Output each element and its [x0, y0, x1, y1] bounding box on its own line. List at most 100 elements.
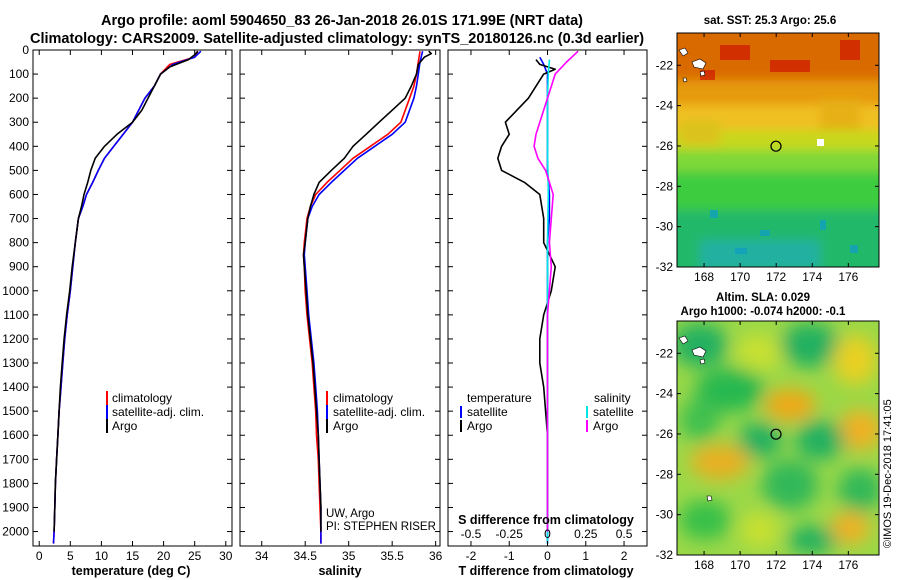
sla-map-title-line1: Altim. SLA: 0.029 [716, 292, 810, 304]
salinity-legend: climatology satellite-adj. clim. Argo [326, 391, 425, 433]
x-tick-label: -2 [466, 549, 477, 563]
map-x-tick-label: 168 [694, 558, 714, 572]
temperature-panel: 0 5 10 15 20 25 30 0 100 200 300 400 500 600 700 800 90… [2, 43, 232, 578]
sst-field [677, 33, 879, 267]
x-tick-label: 35 [342, 549, 356, 563]
y-tick-label: 1400 [2, 380, 29, 394]
s-x-tick-label: -0.5 [461, 527, 482, 541]
x-tick-label: -1 [504, 549, 515, 563]
x-tick-label: 2 [621, 549, 628, 563]
map-y-tick-label: -30 [656, 220, 674, 234]
salinity-x-label: salinity [318, 564, 361, 578]
salinity-panel: 34 34.5 35 35.5 36 salinity climatology sate… [239, 49, 443, 578]
float-institution: UW, Argo [326, 508, 375, 520]
map-y-tick-label: -32 [656, 260, 674, 274]
s-difference-x-label: S difference from climatology [458, 513, 634, 527]
y-tick-label: 500 [9, 163, 29, 177]
legend-label-argo: Argo [333, 419, 359, 433]
y-tick-label: 0 [22, 43, 29, 57]
legend-label-satellite-adj: satellite-adj. clim. [112, 405, 204, 419]
y-tick-label: 400 [9, 139, 29, 153]
legend-label-t-argo: Argo [467, 419, 493, 433]
legend-label-t-satellite: satellite [467, 405, 508, 419]
sla-map-frame [676, 320, 880, 556]
y-tick-label: 900 [9, 260, 29, 274]
y-tick-label: 1500 [2, 404, 29, 418]
difference-panel: -2 -1 0 1 2 -0.5 -0.25 0 0.25 0.5 T difference f… [447, 49, 648, 578]
s-x-tick-label: 0 [544, 527, 551, 541]
s-x-tick-label: 0.5 [616, 527, 633, 541]
sst-map-title: sat. SST: 25.3 Argo: 25.6 [704, 15, 837, 27]
y-tick-label: 1800 [2, 476, 29, 490]
y-tick-label: 2000 [2, 525, 29, 539]
legend-label-s-satellite: satellite [593, 405, 634, 419]
map-y-tick-label: -26 [656, 139, 674, 153]
y-tick-label: 100 [9, 67, 29, 81]
map-x-tick-label: 172 [766, 558, 786, 572]
y-tick-label: 1100 [3, 308, 29, 322]
sst-map: sat. SST: 25.3 Argo: 25.6 [656, 15, 880, 284]
s-x-tick-label: -0.25 [496, 527, 524, 541]
y-tick-label: 1600 [2, 428, 29, 442]
y-tick-label: 800 [9, 236, 29, 250]
temperature-x-label: temperature (deg C) [72, 564, 191, 578]
x-tick-label: 34.5 [294, 549, 318, 563]
map-y-tick-label: -30 [656, 508, 674, 522]
legend-label-satellite-adj: satellite-adj. clim. [333, 405, 425, 419]
map-x-tick-label: 174 [802, 558, 822, 572]
imos-watermark: ©IMOS 19-Dec-2018 17:41:05 [882, 399, 894, 548]
x-tick-label: 30 [219, 549, 233, 563]
x-tick-label: 0 [36, 549, 43, 563]
map-y-tick-label: -28 [656, 467, 674, 481]
argo-location-marker [770, 140, 782, 152]
difference-legend: temperature satellite Argo salinity sate… [460, 391, 634, 433]
x-tick-label: 20 [157, 549, 171, 563]
y-tick-label: 1700 [2, 452, 29, 466]
figure-title-line2: Climatology: CARS2009. Satellite-adjuste… [30, 31, 644, 47]
map-y-tick-label: -28 [656, 179, 674, 193]
y-tick-label: 700 [9, 212, 29, 226]
x-tick-label: 15 [126, 549, 140, 563]
map-y-tick-label: -22 [656, 58, 674, 72]
y-tick-label: 1000 [2, 284, 29, 298]
x-tick-label: 5 [67, 549, 74, 563]
figure-title-line1: Argo profile: aoml 5904650_83 26-Jan-201… [101, 13, 583, 29]
legend-label-s-argo: Argo [593, 419, 619, 433]
map-y-tick-label: -32 [656, 548, 674, 562]
y-tick-label: 200 [9, 91, 29, 105]
y-tick-label: 1200 [2, 332, 29, 346]
y-tick-label: 300 [9, 115, 29, 129]
salinity-plot-frame [239, 49, 441, 547]
x-tick-label: 36 [429, 549, 443, 563]
legend-heading-temperature: temperature [467, 391, 532, 405]
map-y-tick-label: -24 [656, 99, 674, 113]
series-argo [302, 50, 433, 532]
sst-map-frame [676, 32, 880, 268]
x-tick-label: 1 [582, 549, 589, 563]
x-tick-label: 34 [255, 549, 269, 563]
series-s-argo [533, 50, 579, 532]
sla-map-title-line2: Argo h1000: -0.074 h2000: -0.1 [681, 306, 847, 318]
legend-heading-salinity: salinity [594, 391, 631, 405]
temperature-plot-frame [32, 49, 233, 547]
map-y-tick-label: -24 [656, 387, 674, 401]
map-x-tick-label: 174 [802, 270, 822, 284]
map-x-tick-label: 176 [838, 270, 858, 284]
series-argo [53, 50, 199, 532]
s-x-tick-label: 0.25 [574, 527, 598, 541]
map-x-tick-label: 172 [766, 270, 786, 284]
sla-field [677, 321, 879, 555]
y-tick-label: 600 [9, 187, 29, 201]
map-y-tick-label: -22 [656, 346, 674, 360]
x-tick-label: 0 [544, 549, 551, 563]
temperature-legend: climatology satellite-adj. clim. Argo [106, 391, 204, 433]
argo-location-marker [770, 428, 782, 440]
y-tick-label: 1300 [2, 356, 29, 370]
float-pi: PI: STEPHEN RISER [326, 521, 436, 533]
map-x-tick-label: 170 [730, 558, 750, 572]
x-tick-label: 10 [95, 549, 109, 563]
x-tick-label: 35.5 [380, 549, 404, 563]
x-tick-label: 25 [188, 549, 202, 563]
legend-label-climatology: climatology [112, 391, 172, 405]
